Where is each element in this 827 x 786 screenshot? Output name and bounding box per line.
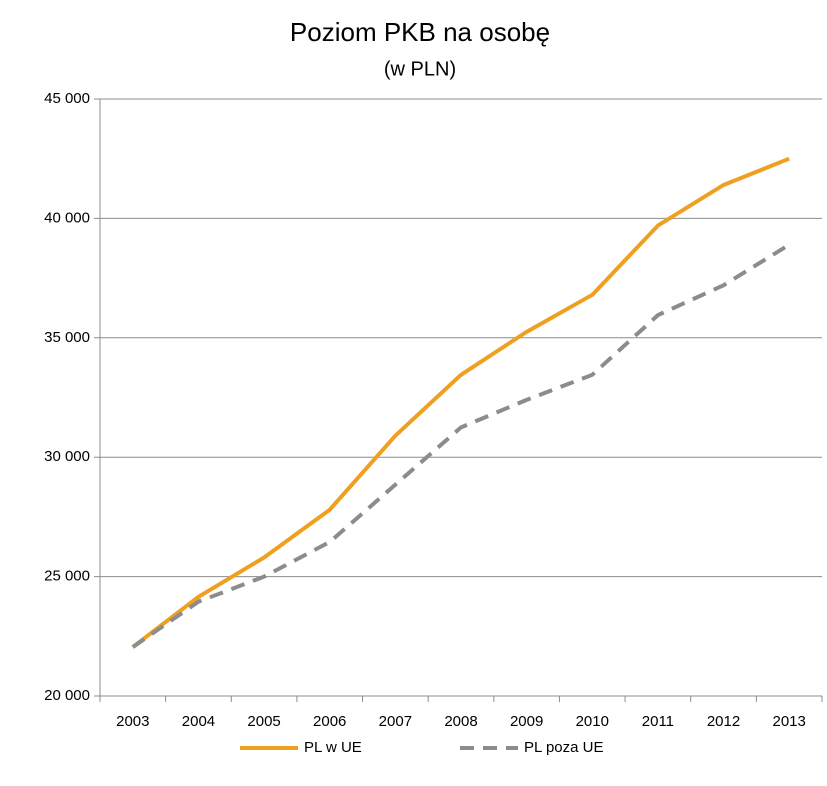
chart-subtitle: (w PLN) <box>384 58 456 80</box>
series-line <box>131 242 791 649</box>
x-tick-label: 2013 <box>772 713 805 730</box>
y-tick-label: 45 000 <box>44 90 90 107</box>
x-tick-label: 2009 <box>510 713 543 730</box>
legend-label: PL poza UE <box>524 739 604 756</box>
legend-label: PL w UE <box>304 739 362 756</box>
x-tick-label: 2005 <box>247 713 280 730</box>
y-tick-label: 35 000 <box>44 329 90 346</box>
chart-title: Poziom PKB na osobę <box>290 17 550 47</box>
x-tick-label: 2008 <box>444 713 477 730</box>
x-tick-label: 2011 <box>642 713 674 730</box>
x-tick-label: 2004 <box>182 713 215 730</box>
series-line <box>131 156 790 649</box>
y-tick-label: 20 000 <box>44 687 90 704</box>
y-tick-label: 30 000 <box>44 448 90 465</box>
x-tick-label: 2006 <box>313 713 346 730</box>
x-tick-label: 2012 <box>707 713 740 730</box>
x-tick-label: 2007 <box>379 713 412 730</box>
y-tick-label: 40 000 <box>44 209 90 226</box>
x-tick-label: 2003 <box>116 713 149 730</box>
y-tick-label: 25 000 <box>44 568 90 585</box>
x-tick-label: 2010 <box>576 713 609 730</box>
